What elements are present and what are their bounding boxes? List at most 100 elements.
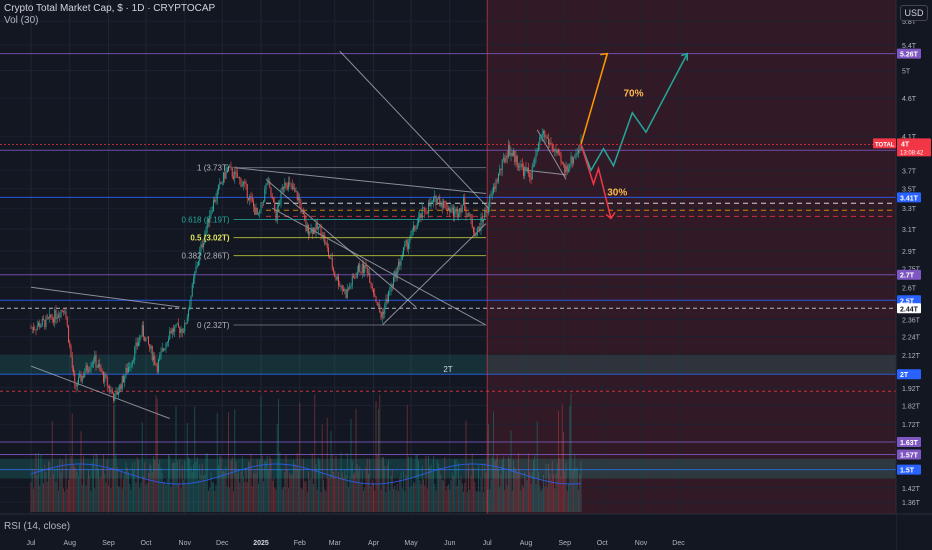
candle-body — [451, 207, 453, 211]
candle-body — [55, 309, 57, 319]
candle-body — [64, 311, 66, 313]
rsi-indicator-label[interactable]: RSI (14, close) — [4, 521, 71, 532]
candle-body — [46, 316, 48, 318]
volume-bar — [484, 462, 486, 512]
candle-body — [536, 150, 538, 151]
countdown-label: 13:08:42 — [900, 150, 924, 156]
volume-indicator-label[interactable]: Vol (30) — [4, 15, 39, 26]
candle-body — [165, 343, 167, 349]
volume-bar — [220, 457, 222, 512]
candle-body — [106, 377, 108, 386]
volume-bar — [55, 481, 57, 512]
volume-bar — [395, 489, 397, 512]
volume-bar — [86, 478, 88, 512]
candle-body — [144, 336, 146, 342]
candle-body — [386, 298, 388, 303]
volume-bar — [214, 490, 216, 512]
volume-bar — [243, 477, 244, 512]
candle-body — [315, 223, 317, 233]
candle-body — [569, 165, 571, 170]
volume-bar — [111, 467, 113, 512]
green-arrow-head — [681, 52, 688, 61]
candle-body — [300, 202, 302, 213]
volume-bar — [486, 489, 488, 512]
horizontal-levels: 2T — [0, 53, 896, 479]
candle-body — [156, 364, 158, 372]
volume-bar — [33, 488, 34, 512]
candle-body — [403, 247, 404, 255]
volume-bar — [226, 486, 228, 512]
volume-bar — [318, 457, 319, 512]
candle-body — [43, 318, 44, 320]
candle-body — [230, 166, 232, 168]
trendline — [381, 223, 487, 326]
time-tick-label: Feb — [294, 540, 306, 547]
volume-bar — [418, 460, 419, 512]
candle-body — [395, 271, 397, 279]
volume-bar — [443, 480, 444, 512]
volume-bar — [31, 468, 33, 512]
volume-bar — [454, 460, 456, 512]
volume-bar — [445, 489, 447, 512]
fibonacci-retracement: 1 (3.73T) 0.618 (3.19T) 0.5 (3.02T) 0.382 (… — [181, 164, 486, 330]
candle-body — [69, 342, 71, 347]
volume-bar — [46, 481, 48, 512]
volume-bar — [434, 484, 436, 512]
candle-body — [404, 244, 406, 248]
volume-bar — [389, 490, 391, 512]
candle-body — [334, 271, 336, 277]
volume-bar — [411, 485, 413, 512]
price-badge — [897, 449, 921, 460]
price-badge — [897, 303, 921, 314]
volume-bar — [530, 483, 532, 512]
volume-bar — [50, 477, 52, 512]
trendline — [233, 167, 487, 194]
candle-body — [90, 366, 92, 369]
volume-bar — [120, 470, 122, 512]
candle-body — [200, 244, 202, 252]
volume-bar — [566, 491, 568, 512]
candle-body — [234, 171, 236, 179]
candle-body — [96, 366, 98, 368]
volume-bar — [139, 488, 141, 512]
volume-bar — [171, 463, 173, 512]
volume-bar — [350, 418, 352, 512]
volume-bar — [101, 467, 103, 512]
volume-bar — [385, 491, 387, 512]
volume-bar — [181, 465, 183, 512]
candle-body — [381, 312, 383, 318]
candle-body — [128, 367, 129, 373]
volume-bar — [531, 472, 533, 512]
candle-body — [360, 272, 362, 274]
candle-body — [111, 390, 113, 394]
volume-bar — [509, 459, 511, 512]
volume-bar — [125, 462, 127, 512]
candle-body — [401, 254, 403, 260]
volume-bar — [36, 475, 38, 512]
volume-bar — [364, 487, 366, 512]
volume-bar — [413, 481, 414, 512]
candle-body — [269, 181, 271, 188]
volume-bar — [105, 482, 107, 512]
time-tick-label: Sep — [559, 540, 572, 547]
time-tick-label: Aug — [64, 540, 77, 547]
volume-bar — [51, 421, 53, 512]
candle-body — [469, 214, 471, 216]
candle-body — [354, 277, 356, 279]
currency-button[interactable]: USD — [900, 5, 928, 21]
volume-bar — [265, 460, 267, 512]
volume-bar — [280, 469, 282, 512]
volume-bar — [110, 488, 112, 512]
candle-body — [186, 317, 188, 324]
candle-body — [470, 214, 472, 220]
candle-body — [573, 157, 574, 164]
scenario-projection: 70% 30% — [580, 52, 688, 220]
price-tick-label: 2.12T — [902, 353, 921, 360]
volume-bar — [544, 486, 546, 512]
candle-body — [116, 391, 118, 395]
volume-bar — [158, 463, 159, 512]
candle-body — [340, 285, 342, 287]
volume-bar — [466, 491, 468, 512]
volume-bar — [98, 468, 99, 512]
